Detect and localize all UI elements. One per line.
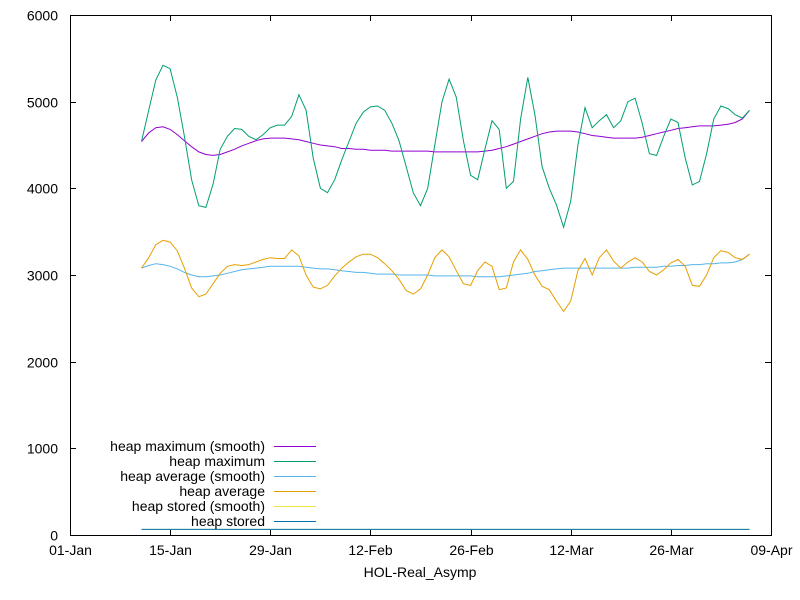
- x-tick-label: 12-Mar: [549, 542, 594, 558]
- legend-label: heap maximum (smooth): [110, 438, 265, 454]
- y-tick-label: 0: [50, 528, 58, 544]
- x-tick-label: 01-Jan: [49, 542, 92, 558]
- y-tick-label: 2000: [27, 355, 58, 371]
- x-axis: 01-Jan 15-Jan 29-Jan 12-Feb 26-Feb 12-Mar 26-M…: [49, 15, 793, 558]
- series-line-heap-maximum-smooth: [141, 109, 750, 156]
- legend-label: heap average (smooth): [120, 468, 265, 484]
- series-line-heap-average-smooth: [141, 253, 750, 278]
- x-tick-label: 29-Jan: [249, 542, 292, 558]
- x-tick-label: 12-Feb: [348, 542, 393, 558]
- legend-label: heap maximum: [169, 453, 265, 469]
- x-axis-label: HOL-Real_Asymp: [364, 564, 477, 580]
- x-tick-label: 15-Jan: [149, 542, 192, 558]
- series-line-heap-average: [141, 239, 750, 313]
- x-tick-label: 26-Mar: [649, 542, 694, 558]
- y-tick-label: 4000: [27, 181, 58, 197]
- y-tick-label: 3000: [27, 268, 58, 284]
- legend-label: heap stored: [191, 513, 265, 529]
- y-tick-label: 5000: [27, 95, 58, 111]
- y-axis: 0 1000 2000 3000 4000 5000 6000: [27, 8, 771, 544]
- y-tick-label: 6000: [27, 8, 58, 24]
- legend-label: heap average: [179, 483, 265, 499]
- plot-area: 0 1000 2000 3000 4000 5000 6000 01-Jan 15-Jan 29…: [27, 8, 793, 559]
- x-tick-label: 09-Apr: [750, 542, 792, 558]
- legend-label: heap stored (smooth): [132, 498, 265, 514]
- y-tick-label: 1000: [27, 441, 58, 457]
- x-tick-label: 26-Feb: [449, 542, 494, 558]
- series-lines: [141, 64, 750, 530]
- series-line-heap-maximum: [141, 64, 750, 230]
